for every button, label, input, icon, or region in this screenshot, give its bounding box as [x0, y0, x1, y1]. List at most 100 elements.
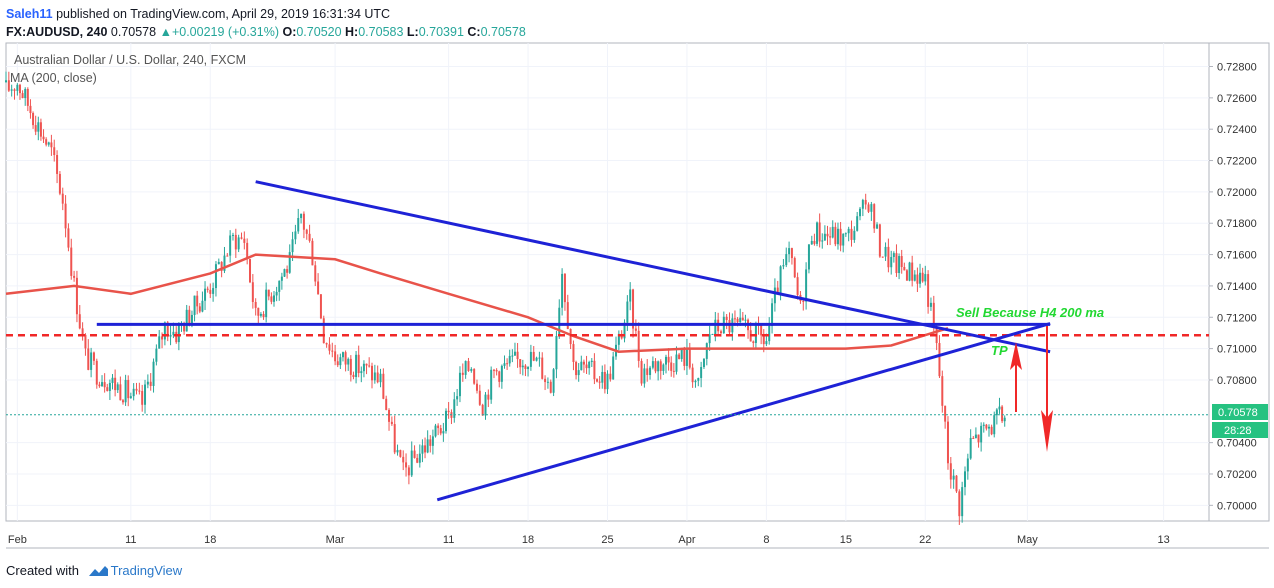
candle-body	[596, 379, 599, 382]
candle-body	[582, 361, 585, 365]
candle-body	[470, 369, 473, 371]
candle-body	[675, 354, 678, 372]
candle-body	[166, 322, 169, 337]
drawings	[5, 180, 1209, 502]
candle-body	[357, 354, 360, 374]
candle-body	[259, 313, 262, 316]
candle-body	[762, 335, 765, 345]
candle-body	[529, 351, 532, 367]
price-axis-frame	[1208, 42, 1270, 522]
candle-body	[842, 233, 845, 246]
candle-body	[831, 226, 834, 238]
open-value: 0.70520	[296, 25, 342, 39]
candle-body	[725, 316, 728, 321]
tp-arrow-head-icon	[1010, 342, 1022, 370]
candle-body	[790, 248, 793, 259]
price-badge: 0.70578 28:28	[1212, 404, 1268, 438]
candle-body	[678, 354, 681, 359]
candle-body	[585, 364, 588, 369]
candle-body	[490, 369, 493, 400]
author-name[interactable]: Saleh11	[6, 7, 53, 21]
candle-body	[1001, 406, 1004, 422]
candle-body	[870, 204, 873, 212]
tradingview-brand[interactable]: TradingView	[110, 563, 183, 578]
candle-body	[95, 360, 98, 385]
y-tick-label: 0.70800	[1217, 375, 1257, 387]
candle-body	[760, 325, 763, 336]
candle-body	[16, 84, 19, 91]
candle-body	[212, 288, 215, 294]
legend-indicator: MA (200, close)	[10, 71, 97, 85]
candle-body	[138, 390, 141, 392]
candle-body	[834, 226, 837, 245]
candle-body	[396, 450, 399, 453]
candle-body	[929, 302, 932, 307]
created-with-text: Created with	[6, 563, 79, 578]
candle-body	[867, 204, 870, 212]
candle-body	[487, 394, 490, 400]
candle-body	[473, 369, 476, 384]
x-tick-label: 22	[919, 534, 931, 546]
candle-body	[87, 348, 90, 370]
published-text: published on TradingView.com, April 29, …	[56, 7, 391, 21]
candle-body	[864, 199, 867, 205]
candle-body	[270, 296, 273, 302]
candle-body	[626, 301, 629, 323]
candle-body	[643, 368, 646, 384]
candle-body	[24, 89, 27, 99]
overlay: Australian Dollar / U.S. Dollar, 240, FX…	[10, 53, 1104, 358]
candle-body	[980, 425, 983, 443]
candle-body	[458, 372, 461, 397]
candle-body	[362, 363, 365, 372]
candle-body	[103, 382, 106, 388]
y-tick-label: 0.71000	[1217, 344, 1257, 356]
candle-body	[288, 252, 291, 273]
candle-body	[447, 410, 450, 413]
last-price: 0.70578	[110, 25, 157, 39]
candle-body	[444, 410, 447, 432]
candle-body	[506, 363, 509, 365]
candle-body	[461, 372, 464, 375]
candle-body	[177, 324, 180, 343]
candle-body	[183, 324, 186, 332]
x-tick-label: 25	[601, 534, 613, 546]
candle-body	[70, 247, 73, 276]
candle-body	[92, 352, 95, 361]
x-tick-label: Mar	[326, 534, 345, 546]
candle-body	[141, 391, 144, 405]
candle-body	[549, 381, 552, 393]
candle-body	[149, 381, 152, 386]
candle-body	[905, 270, 908, 281]
candle-body	[657, 361, 660, 372]
candle-body	[733, 318, 736, 320]
candle-body	[932, 302, 935, 327]
candle-body	[226, 255, 229, 257]
candle-body	[267, 289, 270, 297]
candle-body	[418, 453, 421, 463]
candle-body	[146, 381, 149, 385]
candle-body	[500, 365, 503, 382]
candle-body	[75, 277, 78, 315]
candle-body	[969, 437, 972, 459]
candle-body	[152, 361, 155, 386]
candle-body	[503, 363, 506, 366]
candle-body	[311, 240, 314, 266]
candle-body	[552, 369, 555, 393]
candle-body	[308, 233, 311, 241]
candle-body	[516, 351, 519, 360]
candle-body	[887, 246, 890, 268]
candle-body	[185, 309, 188, 332]
candle-body	[297, 218, 300, 232]
candle-body	[821, 240, 824, 242]
sell-arrow-head-icon	[1041, 410, 1053, 452]
candle-body	[941, 376, 944, 406]
tp-annotation: TP	[991, 343, 1008, 358]
candle-body	[101, 382, 104, 387]
y-tick-label: 0.71200	[1217, 312, 1257, 324]
candle-body	[393, 424, 396, 453]
candle-body	[198, 306, 201, 312]
ohlc-line: FX:AUDUSD, 240 0.70578 ▲+0.00219 (+0.31%…	[6, 23, 526, 41]
candle-body	[688, 347, 691, 368]
candle-body	[467, 361, 470, 371]
